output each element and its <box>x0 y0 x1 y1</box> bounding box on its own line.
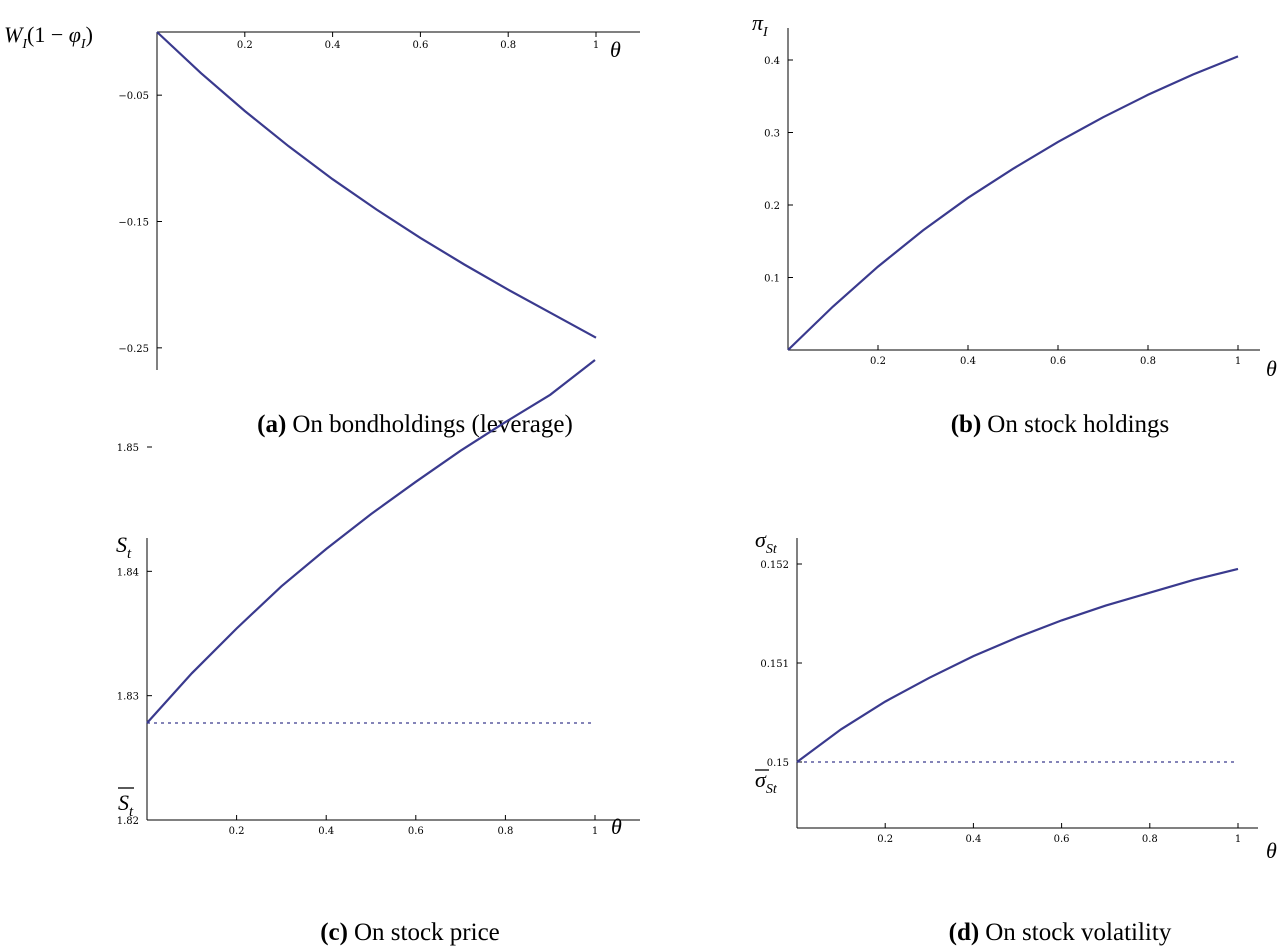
y-tick-label: 0.152 <box>760 560 789 571</box>
panel-b-stock-holdings: 0.2 0.4 0.6 0.8 1 0.1 0.2 0.3 0.4 (b) On stock hol… <box>752 10 1277 438</box>
caption-tag: (a) <box>257 411 286 438</box>
caption-text: On stock volatility <box>985 919 1172 946</box>
caption-text: On bondholdings (leverage) <box>292 411 572 438</box>
y-tick-label: 0.3 <box>764 129 780 140</box>
reference-label: σSt <box>755 767 778 797</box>
series-line <box>146 359 596 724</box>
y-tick-label: 1.83 <box>117 692 139 703</box>
x-axis-label: θ <box>610 37 621 62</box>
panel-c-stock-price: 0.2 0.4 0.6 0.8 1 1.82 1.83 1.84 1.85 (c) On stock… <box>116 359 640 946</box>
y-axis-label: σSt <box>755 527 778 557</box>
x-axis-label: θ <box>1266 356 1277 381</box>
reference-label: St <box>118 790 134 820</box>
y-axis-label: πI <box>752 10 769 40</box>
y-axis-label: WI(1 − φI) <box>4 22 93 52</box>
caption-tag: (c) <box>320 919 348 946</box>
y-tick-label: 1.85 <box>117 443 139 454</box>
panel-caption: (a) On bondholdings (leverage) <box>257 411 573 438</box>
x-tick-label: 0.6 <box>412 40 428 51</box>
series-line <box>156 31 597 339</box>
series-line <box>787 55 1239 351</box>
x-tick-label: 0.4 <box>965 834 981 845</box>
panel-caption: (b) On stock holdings <box>951 411 1170 438</box>
x-tick-label: 0.6 <box>1054 834 1070 845</box>
y-tick-label: 0.15 <box>767 758 789 769</box>
y-tick-label: 0.1 <box>764 274 780 285</box>
x-tick-label: 0.8 <box>1140 356 1156 367</box>
x-tick-label: 0.4 <box>325 40 341 51</box>
series-line <box>796 567 1239 763</box>
x-tick-label: 0.2 <box>870 356 886 367</box>
y-tick-label: −0.25 <box>118 344 149 355</box>
panel-d-stock-volatility: 0.2 0.4 0.6 0.8 1 0.15 0.151 0.152 (d) On stock v… <box>755 527 1277 946</box>
y-tick-label: 1.82 <box>117 816 139 827</box>
x-tick-label: 0.8 <box>500 40 516 51</box>
x-tick-label: 0.2 <box>877 834 893 845</box>
x-tick-label: 0.8 <box>1142 834 1158 845</box>
x-axis-label: θ <box>611 814 622 839</box>
panel-caption: (c) On stock price <box>320 919 500 946</box>
x-tick-label: 0.2 <box>229 826 245 837</box>
y-axis-label: St <box>116 532 132 562</box>
x-tick-label: 1 <box>592 826 598 837</box>
y-tick-label: 1.84 <box>117 567 139 578</box>
y-tick-label: 0.4 <box>764 56 780 67</box>
caption-text: On stock holdings <box>987 411 1169 438</box>
x-tick-label: 0.6 <box>1050 356 1066 367</box>
x-tick-label: 0.4 <box>318 826 334 837</box>
panel-caption: (d) On stock volatility <box>949 919 1172 946</box>
x-tick-label: 0.4 <box>960 356 976 367</box>
x-tick-label: 1 <box>1235 834 1241 845</box>
x-tick-label: 1 <box>593 40 599 51</box>
y-tick-label: −0.15 <box>118 218 149 229</box>
caption-text: On stock price <box>354 919 500 946</box>
y-tick-label: 0.151 <box>760 659 789 670</box>
panel-a-bondholdings: 0.2 0.4 0.6 0.8 1 −0.05 −0.15 −0.25 (a) On bondho… <box>4 22 640 438</box>
caption-tag: (b) <box>951 411 982 438</box>
x-tick-label: 0.2 <box>237 40 253 51</box>
y-tick-label: −0.05 <box>118 91 149 102</box>
caption-tag: (d) <box>949 919 980 946</box>
x-tick-label: 0.8 <box>497 826 513 837</box>
x-axis-label: θ <box>1266 838 1277 863</box>
x-tick-label: 1 <box>1235 356 1241 367</box>
x-tick-label: 0.6 <box>408 826 424 837</box>
y-tick-label: 0.2 <box>764 201 780 212</box>
